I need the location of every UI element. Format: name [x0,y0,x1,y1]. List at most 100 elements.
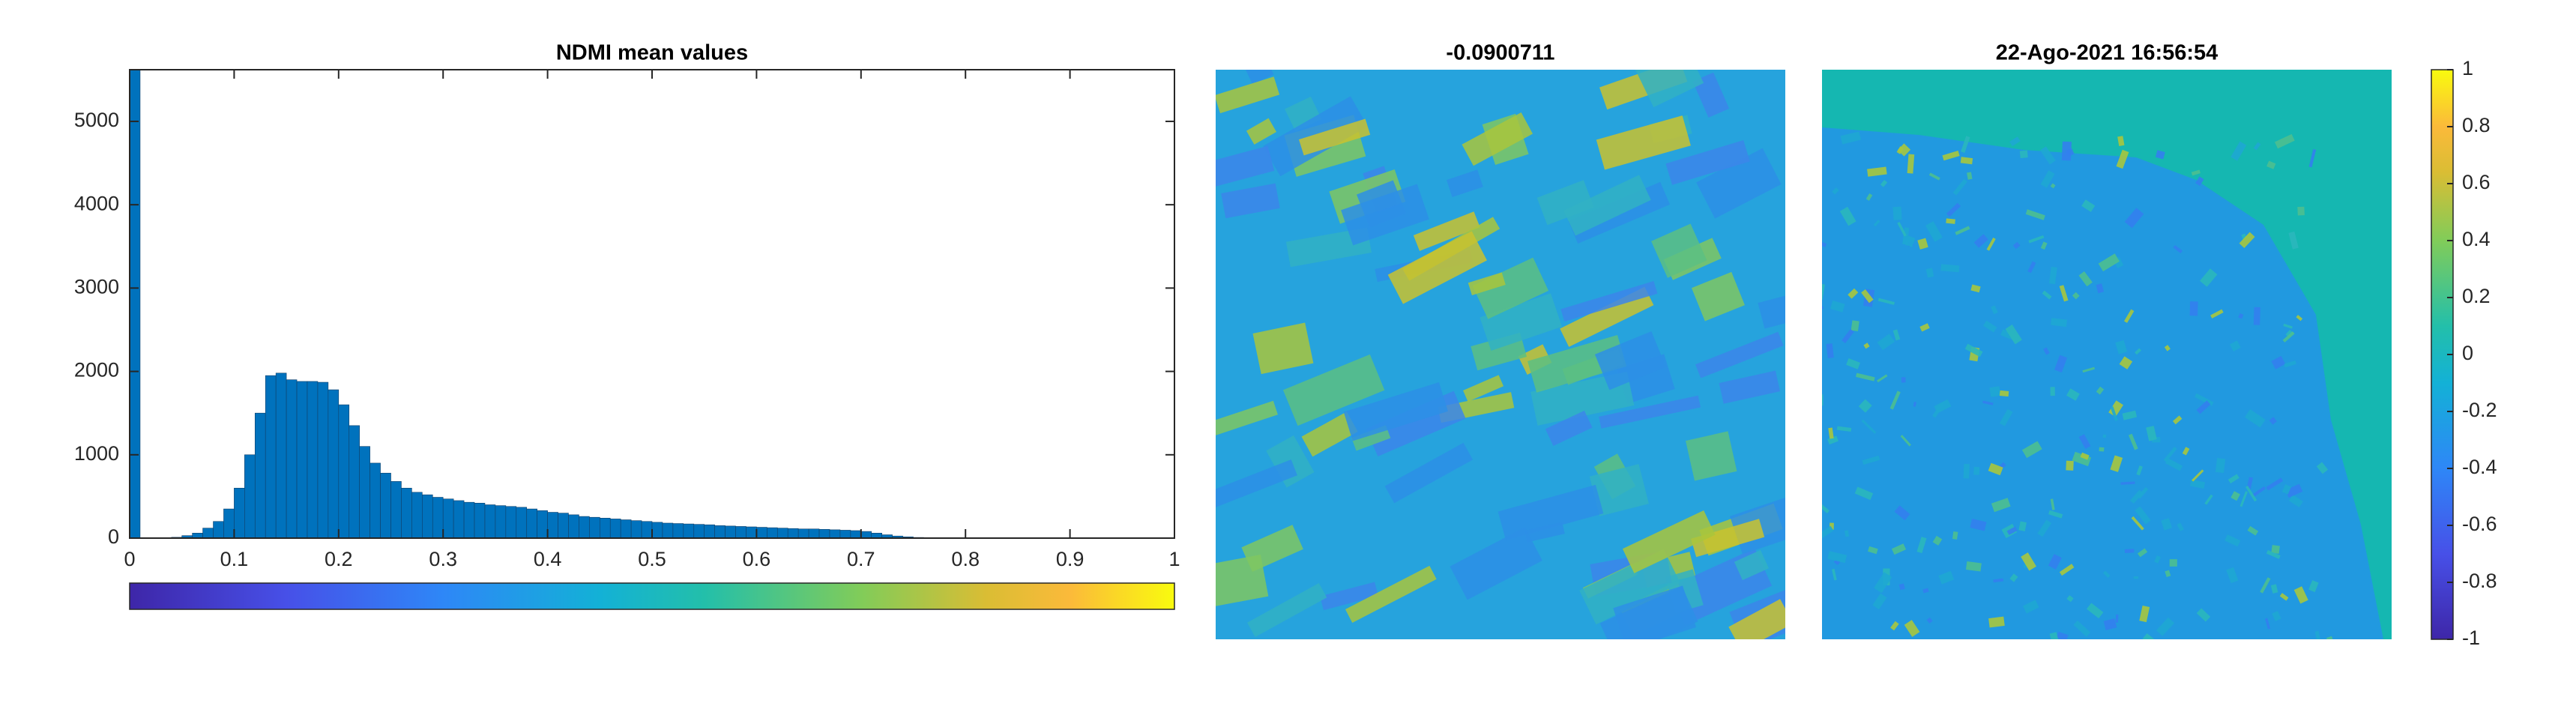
field-patch [2009,573,2018,582]
field-patch [2043,347,2050,355]
field-patch [1982,400,1994,405]
bar [234,487,245,539]
field-patch [2229,340,2241,352]
field-patch [2072,451,2092,467]
field-patch [1450,527,1542,600]
x-tick-label: 0.6 [743,548,771,570]
bar [746,526,757,539]
field-patch [2078,434,2091,449]
field-patch [1913,401,1917,407]
field-patch [1462,112,1533,166]
field-patch [2136,465,2143,476]
field-patch [2200,268,2218,287]
field-patch [2021,552,2036,571]
field-patch [1840,131,1862,145]
field-patch [1221,183,1280,219]
field-patch [2154,555,2161,564]
field-patch [2120,481,2135,485]
field-patch [1822,301,1824,318]
field-patch [1965,561,1982,572]
colorbar-tick-label: 0.4 [2462,228,2491,250]
field-patch [2012,241,2021,250]
y-tick-label: 3000 [74,275,119,298]
field-patch [1651,223,1707,278]
field-patch [2048,554,2062,570]
bar [860,531,872,539]
field-patch [1301,411,1358,457]
field-patch [2296,315,2303,322]
bar [568,514,579,539]
y-tick-label: 2000 [74,359,119,381]
bar [349,425,360,539]
field-patch [1252,322,1314,375]
field-patch [2173,244,2183,253]
field-patch [1993,578,2004,583]
bar [244,454,256,539]
colorbar-tick-label: 0.8 [2462,114,2491,136]
field-patch [1973,466,1980,475]
field-patch [1472,257,1549,319]
field-patch [1850,320,1859,332]
field-patch [2163,446,2177,462]
field-patch [1841,328,1854,343]
field-patch [1872,593,1887,610]
field-patch [1341,184,1429,246]
field-patch [2210,309,2224,319]
bar [265,375,277,539]
bar [558,513,569,539]
field-patch [1827,435,1839,445]
field-patch [2283,323,2293,329]
field-patch [2021,441,2042,459]
field-patch [2182,447,2190,456]
bar [463,501,475,539]
bar [620,519,632,539]
field-patch [1216,400,1278,438]
bar [495,505,507,539]
field-patch [2096,386,2105,395]
field-patch [1497,484,1604,540]
field-patch [1988,616,2005,628]
field-patch [2066,460,2074,471]
field-patch [1463,375,1504,402]
field-patch [1892,206,1902,220]
field-patch [2155,150,2165,160]
bar [129,69,141,539]
x-tick-label: 0.9 [1056,548,1085,570]
field-patch [1247,583,1327,637]
sea-region [1822,70,2392,639]
field-patch [2293,586,2308,604]
field-patch [1545,410,1593,447]
bar [641,521,653,539]
histogram: 0 0.1 0.2 0.3 0.4 0.5 0.6 0.7 0.8 0.9 1 0 1000 2000 30… [74,69,1180,570]
field-patch [1560,286,1654,347]
field-patch [2253,142,2261,151]
bar [516,507,528,539]
bar [609,519,621,539]
bar [818,529,830,539]
field-patch [2108,400,2124,417]
field-patch [1830,301,1845,313]
y-tick-label: 4000 [74,192,119,214]
field-patch [2177,522,2184,531]
field-patch [1892,329,1901,341]
field-patch [2124,208,2144,229]
bar [547,512,558,539]
field-patch [2284,360,2296,368]
field-patch [2251,486,2266,498]
bar [537,510,548,539]
field-patch [1861,419,1877,434]
bar [662,522,674,539]
bar [526,508,537,539]
colorbar-tick-label: 0.6 [2462,171,2491,193]
field-patch [1952,178,1967,196]
field-patch [1999,408,2013,426]
field-patch [1867,166,1887,177]
field-patch [1599,586,1698,639]
field-patch [2110,406,2118,421]
field-patch [1594,331,1666,390]
field-patch [2172,415,2183,425]
field-patch [1447,169,1483,198]
colorbar-tick-label: -0.6 [2462,513,2497,535]
bar [275,372,287,539]
field-patch [2247,525,2259,536]
